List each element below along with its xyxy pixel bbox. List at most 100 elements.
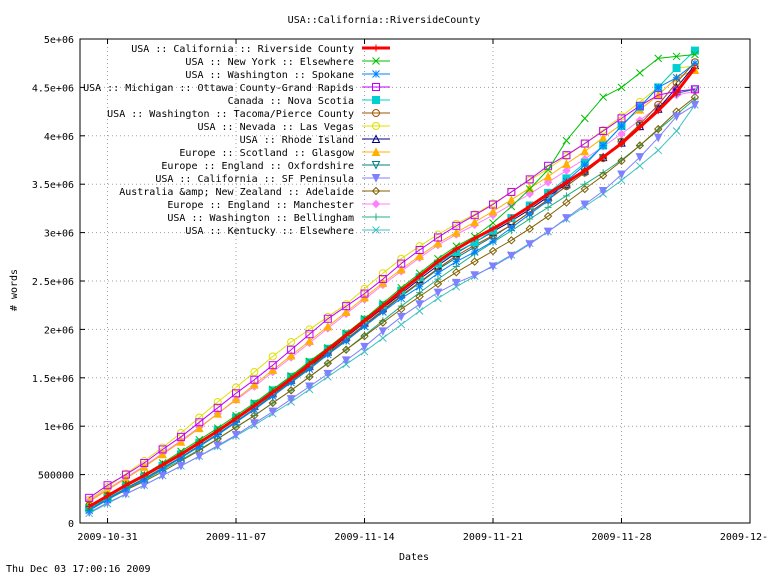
data-point xyxy=(305,330,314,339)
y-tick-label: 5e+06 xyxy=(44,35,74,46)
legend-marker xyxy=(372,109,380,117)
data-point xyxy=(636,161,644,170)
data-point xyxy=(488,246,498,256)
data-point xyxy=(562,214,571,223)
legend-marker xyxy=(371,174,381,183)
legend-entry: Canada :: Nova Scotia xyxy=(228,96,390,107)
axis-layer: 0 500000 1e+06 1.5e+06 2e+06 2.5e+06 3e+06 3.5e… xyxy=(32,35,768,543)
data-point xyxy=(268,392,277,401)
series-line xyxy=(88,88,695,499)
data-point xyxy=(599,141,608,150)
data-point xyxy=(525,185,534,193)
data-point xyxy=(672,52,681,61)
data-point xyxy=(104,492,112,500)
legend-marker xyxy=(371,186,381,196)
data-point xyxy=(562,159,571,168)
series-2 xyxy=(85,59,699,515)
data-point xyxy=(121,470,130,479)
x-tick-label: 2009-10-31 xyxy=(77,532,137,543)
legend-entry: USA :: California :: SF Peninsula xyxy=(155,174,390,185)
data-point xyxy=(250,402,258,410)
data-point xyxy=(231,394,241,404)
legend-entry: Europe :: Scotland :: Glasgow xyxy=(179,147,390,159)
data-point xyxy=(580,184,590,194)
y-axis-label: # words xyxy=(9,269,20,311)
data-point xyxy=(433,279,443,289)
data-point xyxy=(287,345,296,354)
data-point xyxy=(581,180,589,188)
legend-marker xyxy=(372,213,380,221)
legend-label: Europe :: Scotland :: Glasgow xyxy=(179,148,355,159)
data-point xyxy=(85,506,94,515)
data-point xyxy=(250,367,259,376)
data-point xyxy=(452,257,461,266)
data-point xyxy=(415,246,424,255)
data-point xyxy=(691,50,699,59)
data-point xyxy=(562,136,571,145)
data-point xyxy=(287,375,295,383)
data-point xyxy=(378,318,388,327)
data-point xyxy=(672,73,681,82)
data-point xyxy=(526,202,534,210)
data-point xyxy=(195,413,204,422)
data-point xyxy=(580,146,590,156)
data-point xyxy=(378,327,388,336)
series-line xyxy=(88,65,695,501)
data-point xyxy=(213,408,222,418)
data-point xyxy=(250,375,259,384)
data-point xyxy=(654,91,663,100)
data-point xyxy=(397,287,405,295)
data-point xyxy=(250,419,259,428)
data-point xyxy=(525,224,534,233)
data-point xyxy=(599,93,608,101)
series-line xyxy=(88,69,696,503)
data-point xyxy=(525,240,535,249)
data-point xyxy=(654,83,663,92)
data-point xyxy=(507,202,516,211)
data-point xyxy=(323,321,333,331)
data-point xyxy=(360,331,369,341)
data-point xyxy=(250,379,259,389)
data-point xyxy=(287,378,295,387)
data-point xyxy=(690,100,700,110)
data-point xyxy=(636,123,644,131)
legend-entry: USA :: New York :: Elsewhere xyxy=(185,57,390,68)
legend-label: USA :: Washington :: Tacoma/Pierce Count… xyxy=(107,109,354,120)
data-point xyxy=(562,192,570,200)
data-point xyxy=(690,85,699,94)
data-point xyxy=(654,54,663,63)
data-point xyxy=(268,361,277,370)
data-point xyxy=(379,334,387,342)
data-point xyxy=(672,112,681,122)
series-line xyxy=(88,98,696,511)
data-point xyxy=(360,289,369,298)
legend-label: USA :: Washington :: Bellingham xyxy=(167,213,354,224)
data-point xyxy=(268,407,278,417)
data-point xyxy=(231,430,241,440)
x-tick-label: 2009-11-07 xyxy=(206,532,266,543)
data-point xyxy=(195,442,204,451)
data-point xyxy=(488,206,498,216)
legend-marker xyxy=(372,70,380,78)
legend-label: Canada :: Nova Scotia xyxy=(228,96,354,107)
data-point xyxy=(544,190,552,198)
data-point xyxy=(599,153,607,161)
data-point xyxy=(525,189,534,199)
data-point xyxy=(470,257,479,266)
data-point xyxy=(378,269,387,278)
data-point xyxy=(323,350,332,359)
data-point xyxy=(488,262,498,272)
legend-entry: USA :: Nevada :: Las Vegas xyxy=(197,122,390,133)
data-point xyxy=(617,170,626,180)
data-point xyxy=(654,107,662,115)
footer-timestamp: Thu Dec 03 17:00:16 2009 xyxy=(6,564,151,575)
y-tick-label: 3.5e+06 xyxy=(32,180,74,191)
data-point xyxy=(470,248,479,256)
data-point xyxy=(507,236,516,245)
data-point xyxy=(286,350,296,360)
x-tick-label: 2009-12-05 xyxy=(720,532,768,543)
series-line xyxy=(88,62,696,511)
data-point xyxy=(269,388,277,396)
data-point xyxy=(543,227,553,237)
